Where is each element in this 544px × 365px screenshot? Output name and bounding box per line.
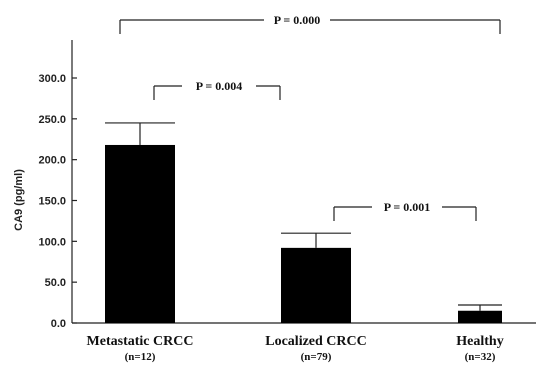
y-tick-label: 150.0 (38, 196, 66, 208)
x-labels: Metastatic CRCC (n=12) Localized CRCC (n=79… (87, 334, 504, 363)
error-bars (105, 122, 502, 311)
sample-size-label: (n=79) (301, 351, 332, 363)
category-label: Localized CRCC (265, 334, 367, 349)
bars (105, 144, 502, 323)
category-label: Healthy (456, 334, 503, 349)
y-tick-label: 50.0 (45, 277, 66, 289)
y-axis-title: CA9 (pg/ml) (13, 169, 25, 231)
p-value-label: P = 0.000 (274, 13, 321, 27)
y-tick-label: 300.0 (38, 73, 66, 85)
p-value-label: P = 0.001 (384, 200, 431, 214)
y-tick-label: 200.0 (38, 155, 66, 167)
y-tick-label: 100.0 (38, 236, 66, 248)
bar (458, 310, 502, 323)
p-value-label: P = 0.004 (196, 79, 243, 93)
sample-size-label: (n=32) (465, 351, 496, 363)
significance-annotations: P = 0.000 P = 0.004 P = 0.001 (119, 13, 501, 221)
sample-size-label: (n=12) (125, 351, 156, 363)
category-label: Metastatic CRCC (87, 334, 194, 349)
y-tick-label: 250.0 (38, 114, 66, 126)
y-ticks: 0.0 50.0 100.0 150.0 200.0 250.0 300.0 (38, 73, 77, 330)
bar (281, 247, 351, 323)
bar (105, 144, 175, 323)
y-tick-label: 0.0 (51, 318, 66, 330)
